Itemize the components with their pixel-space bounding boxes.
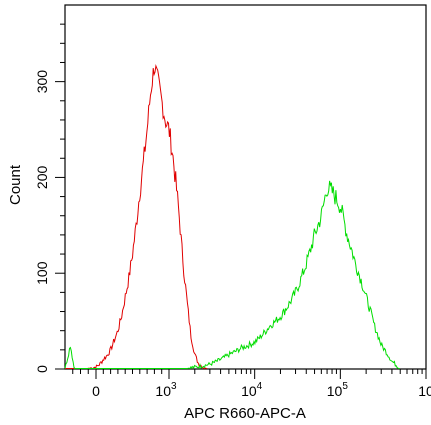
y-tick-label: 300 (34, 70, 50, 94)
x-tick-label: 104 (241, 381, 263, 399)
x-axis-title: APC R660-APC-A (184, 405, 306, 422)
y-tick-label: 100 (34, 261, 50, 285)
x-tick-label: 0 (92, 383, 100, 399)
x-tick-label: 105 (327, 381, 349, 399)
series-layer (64, 63, 400, 370)
x-axis: 0 103 104 105 10 (72, 369, 431, 399)
y-tick-label: 0 (34, 365, 50, 373)
plot-frame (64, 4, 427, 370)
x-tick-label: 10 (418, 383, 431, 399)
histogram-series-2 (64, 180, 400, 370)
y-tick-label: 200 (34, 166, 50, 190)
x-tick-label: 103 (155, 381, 177, 399)
y-axis-title: Count (7, 164, 24, 205)
y-axis: 0 100 200 300 (34, 23, 65, 373)
histogram-series-1 (65, 63, 208, 370)
